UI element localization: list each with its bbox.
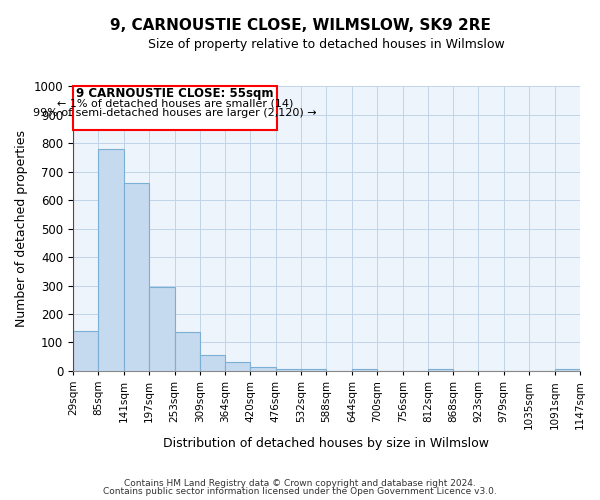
Text: 9, CARNOUSTIE CLOSE, WILMSLOW, SK9 2RE: 9, CARNOUSTIE CLOSE, WILMSLOW, SK9 2RE	[110, 18, 490, 32]
Bar	[301, 370, 326, 371]
X-axis label: Distribution of detached houses by size in Wilmslow: Distribution of detached houses by size …	[163, 437, 490, 450]
Bar	[98, 149, 124, 371]
Bar	[428, 370, 454, 371]
Bar	[175, 332, 200, 371]
Bar	[250, 366, 275, 371]
Text: Contains public sector information licensed under the Open Government Licence v3: Contains public sector information licen…	[103, 487, 497, 496]
Bar	[554, 370, 580, 371]
Bar	[200, 355, 225, 371]
Title: Size of property relative to detached houses in Wilmslow: Size of property relative to detached ho…	[148, 38, 505, 51]
Text: ← 1% of detached houses are smaller (14): ← 1% of detached houses are smaller (14)	[56, 98, 293, 108]
Bar	[275, 370, 301, 371]
Text: Contains HM Land Registry data © Crown copyright and database right 2024.: Contains HM Land Registry data © Crown c…	[124, 478, 476, 488]
Bar	[124, 183, 149, 371]
Text: 99% of semi-detached houses are larger (2,120) →: 99% of semi-detached houses are larger (…	[33, 108, 317, 118]
Y-axis label: Number of detached properties: Number of detached properties	[15, 130, 28, 327]
Bar	[225, 362, 250, 371]
Bar	[73, 86, 277, 130]
Bar	[73, 331, 98, 371]
Bar	[352, 370, 377, 371]
Text: 9 CARNOUSTIE CLOSE: 55sqm: 9 CARNOUSTIE CLOSE: 55sqm	[76, 87, 274, 100]
Bar	[149, 287, 175, 371]
